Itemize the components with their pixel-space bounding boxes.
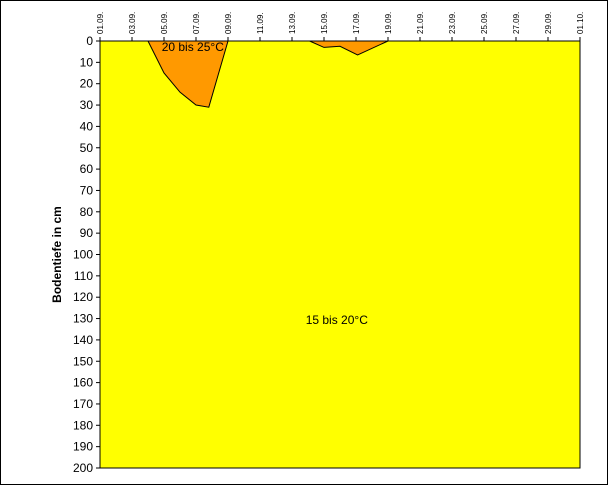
temperature-regions xyxy=(147,40,389,108)
y-tick-label: 140 xyxy=(73,333,93,347)
y-tick-label: 30 xyxy=(80,98,94,112)
y-axis-title: Bodentiefe in cm xyxy=(50,206,64,303)
y-tick-label: 90 xyxy=(80,226,94,240)
x-tick-label: 13.09. xyxy=(288,12,297,34)
x-axis-ticks: 01.09. 03.09. 05.09. 07.09. 09.09. 11.09. 13.0… xyxy=(96,12,585,41)
x-tick-label: 07.09. xyxy=(192,12,201,34)
x-tick-label: 03.09. xyxy=(128,12,137,34)
y-tick-label: 150 xyxy=(73,354,93,368)
x-tick-label: 15.09. xyxy=(320,12,329,34)
y-tick-label: 120 xyxy=(73,290,93,304)
x-tick-label: 23.09. xyxy=(448,12,457,34)
x-tick-label: 05.09. xyxy=(160,12,169,34)
region-20-25-area-2 xyxy=(309,40,389,56)
x-tick-label: 09.09. xyxy=(224,12,233,34)
plot-area-background xyxy=(99,40,581,469)
y-tick-label: 110 xyxy=(74,269,93,283)
y-tick-label: 170 xyxy=(73,397,93,411)
x-tick-label: 11.09. xyxy=(256,12,265,34)
y-tick-label: 160 xyxy=(73,376,93,390)
y-tick-label: 70 xyxy=(80,183,94,197)
x-tick-label: 25.09. xyxy=(480,12,489,34)
y-axis-ticks: 0 10 20 30 40 50 60 70 80 90 100 110 120 130 140 150 160… xyxy=(73,34,100,475)
y-tick-label: 200 xyxy=(73,461,93,475)
region-label-20-25: 20 bis 25°C xyxy=(162,40,225,54)
y-tick-label: 60 xyxy=(80,162,94,176)
y-tick-label: 20 xyxy=(80,77,94,91)
x-tick-label: 29.09. xyxy=(544,12,553,34)
x-tick-label: 21.09. xyxy=(416,12,425,34)
y-tick-label: 130 xyxy=(73,312,93,326)
y-tick-label: 100 xyxy=(73,248,93,262)
region-label-15-20: 15 bis 20°C xyxy=(306,313,369,327)
y-tick-label: 50 xyxy=(80,141,94,155)
x-tick-label: 01.10. xyxy=(576,12,585,34)
y-tick-label: 40 xyxy=(80,119,94,133)
y-tick-label: 190 xyxy=(73,440,93,454)
y-tick-label: 10 xyxy=(80,55,94,69)
y-tick-label: 180 xyxy=(73,418,93,432)
x-tick-label: 27.09. xyxy=(512,12,521,34)
y-tick-label: 80 xyxy=(80,205,94,219)
x-tick-label: 01.09. xyxy=(96,12,105,34)
x-tick-label: 19.09. xyxy=(384,12,393,34)
x-tick-label: 17.09. xyxy=(352,12,361,34)
y-tick-label: 0 xyxy=(86,34,93,48)
